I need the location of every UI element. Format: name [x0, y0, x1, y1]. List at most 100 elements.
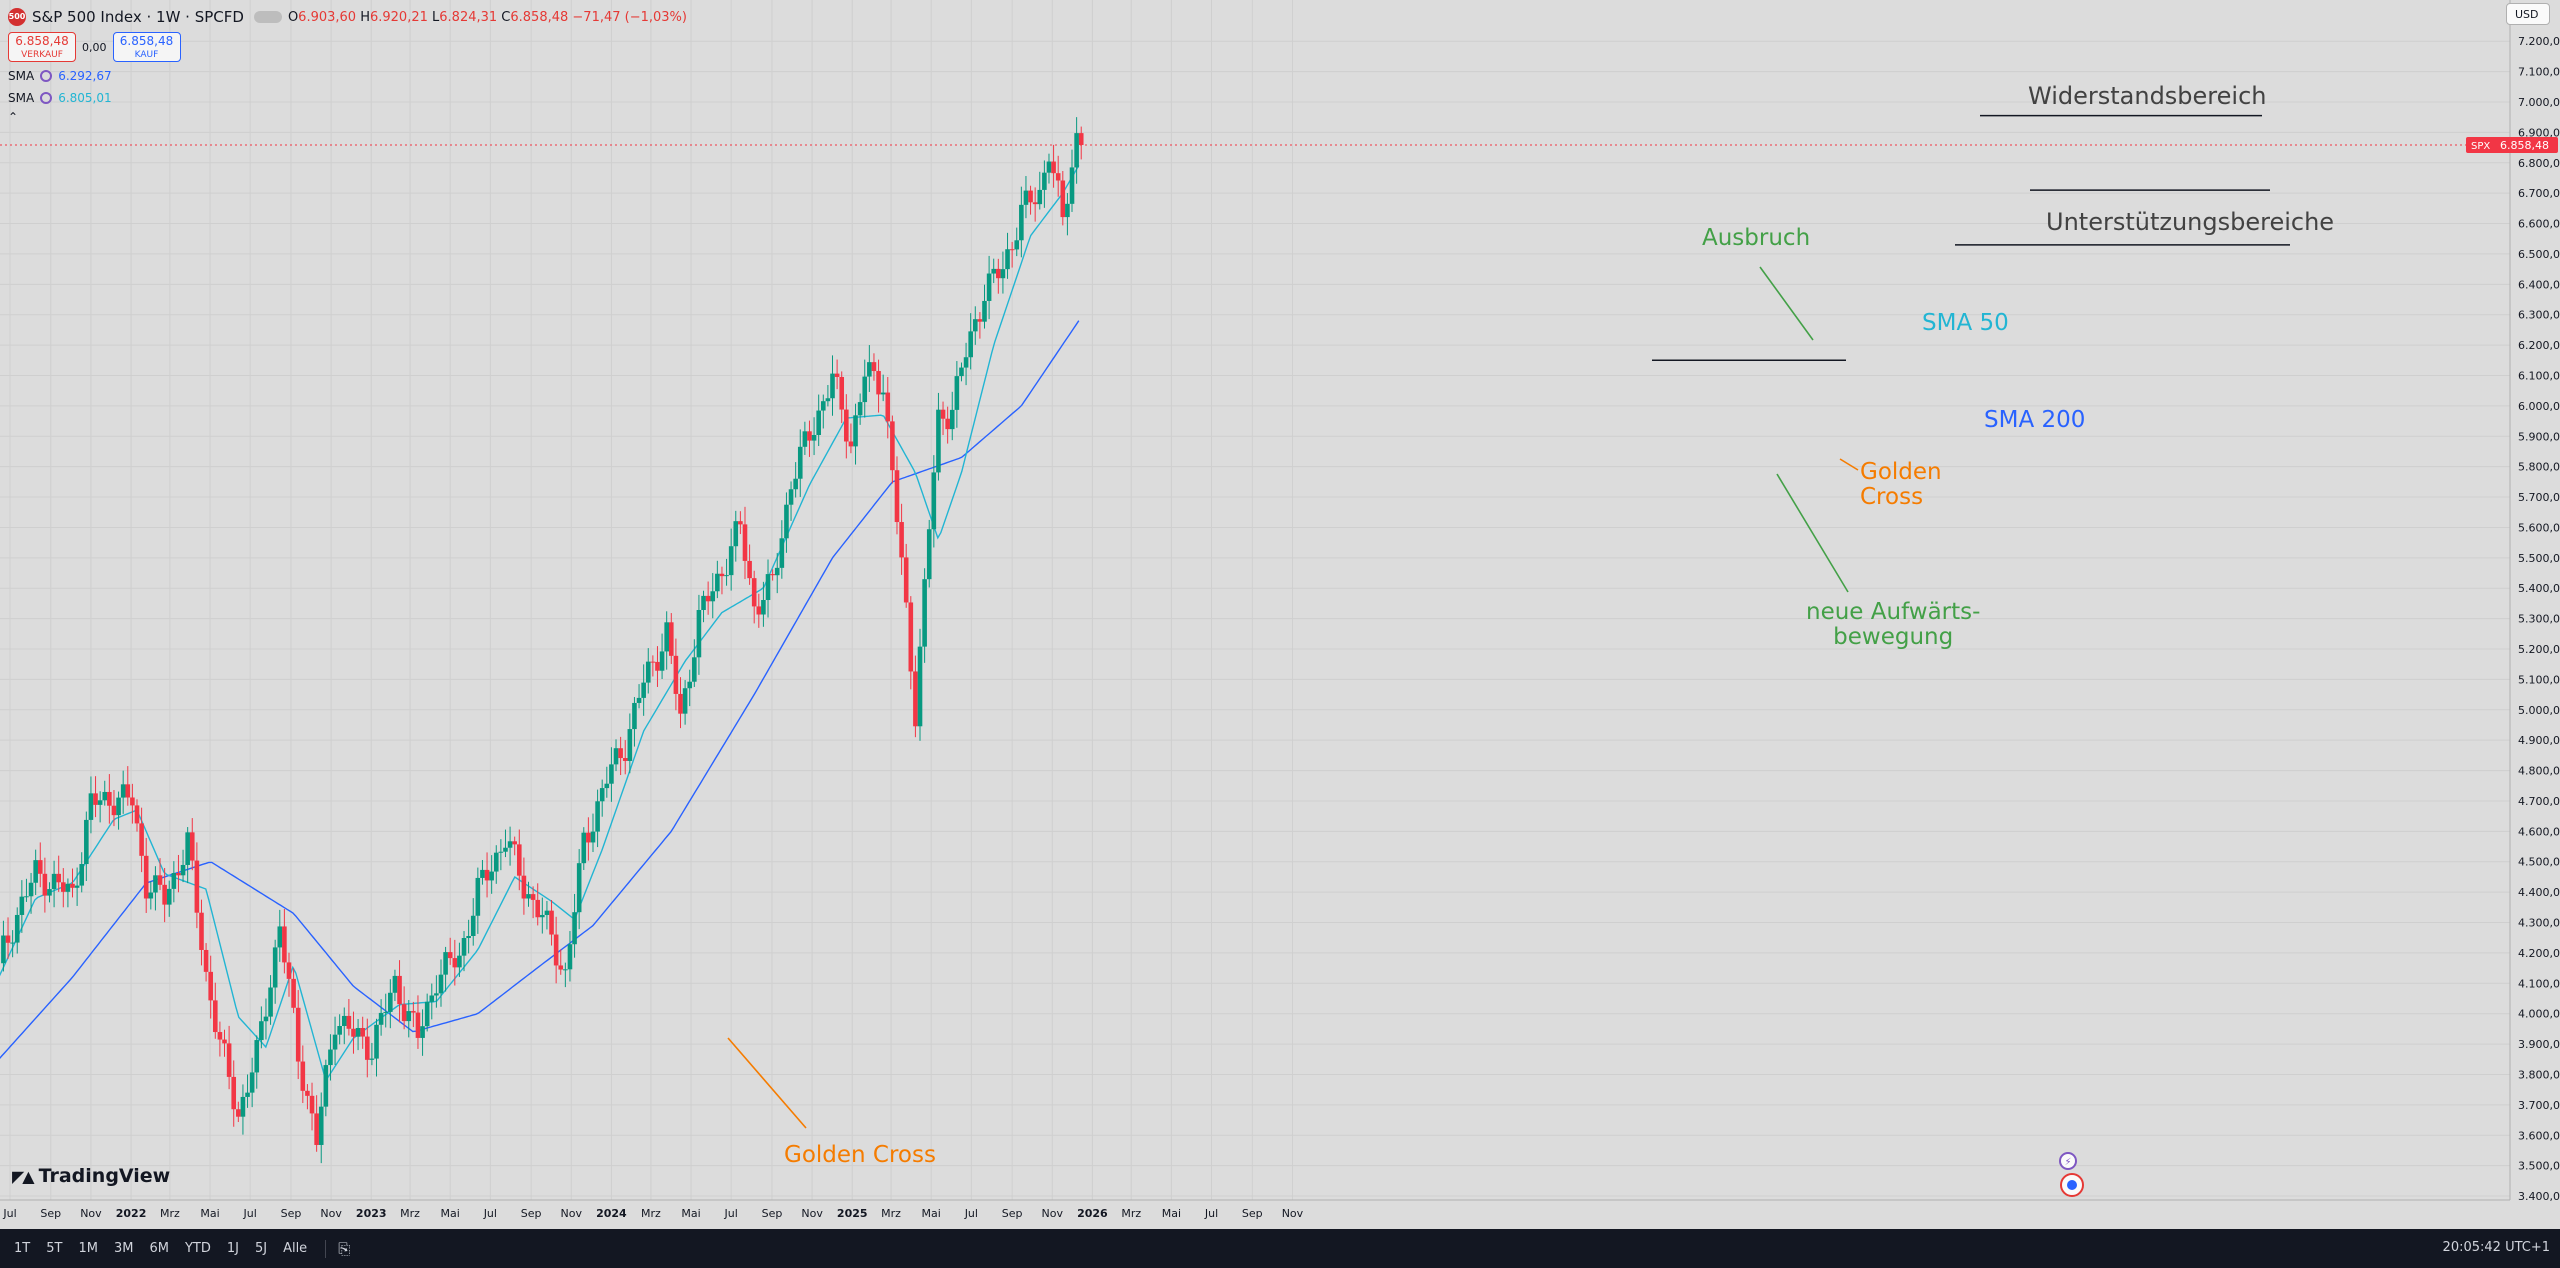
candle-body — [940, 409, 946, 419]
candle-body — [982, 300, 987, 322]
candle-body — [696, 610, 702, 658]
annotation-sma200: SMA 200 — [1984, 407, 2086, 433]
candle-body — [972, 319, 978, 332]
annotation-golden-cross-2025: Golden Cross — [1860, 459, 1942, 510]
indicator-settings-icon[interactable] — [40, 70, 53, 82]
time-tick-label: Jul — [1204, 1207, 1218, 1220]
candle-body — [461, 938, 467, 956]
sma-fast-legend[interactable]: SMA 6.805,01 — [8, 90, 687, 106]
indicator-settings-icon[interactable] — [40, 92, 53, 104]
candle-body — [1009, 249, 1015, 251]
candle-body — [1037, 189, 1043, 205]
time-tick-label: Sep — [521, 1207, 542, 1220]
sell-button[interactable]: 6.858,48 VERKAUF — [8, 32, 76, 62]
candle-body — [236, 1109, 241, 1117]
candle-body — [733, 521, 739, 547]
candle-body — [19, 896, 25, 915]
price-tag-value: 6.858,48 — [2500, 139, 2549, 152]
candle-body — [180, 864, 186, 876]
candle-body — [526, 894, 531, 899]
price-tick-label: 3.700,00 — [2518, 1099, 2560, 1112]
candle-body — [609, 764, 614, 784]
currency-select[interactable]: USD — [2506, 3, 2550, 25]
candle-body — [632, 702, 637, 730]
chevron-up-icon[interactable]: ⌃ — [8, 110, 19, 124]
candle-body — [153, 875, 158, 893]
lightning-icon[interactable] — [2059, 1152, 2077, 1170]
price-tick-label: 3.400,00 — [2518, 1190, 2560, 1203]
range-button-1m[interactable]: 1M — [78, 1241, 98, 1256]
candle-body — [5, 935, 11, 943]
candle-body — [222, 1039, 227, 1044]
range-button-all[interactable]: Alle — [283, 1241, 308, 1256]
candle-body — [1014, 240, 1020, 250]
symbol-title[interactable]: S&P 500 Index · 1W · SPCFD — [32, 8, 244, 26]
sma-slow-value: 6.292,67 — [58, 69, 112, 83]
lightning-glyph: ⚡ — [2064, 1157, 2071, 1168]
candle-body — [558, 965, 564, 970]
candle-body — [844, 409, 849, 442]
candle-body — [406, 1011, 412, 1022]
candle-body — [107, 791, 112, 806]
candle-body — [540, 914, 545, 918]
range-button-5y[interactable]: 5J — [254, 1241, 268, 1256]
candle-body — [774, 567, 780, 576]
time-tick-label: Sep — [762, 1207, 783, 1220]
range-button-1y[interactable]: 1J — [226, 1241, 239, 1256]
range-button-ytd[interactable]: YTD — [184, 1241, 211, 1256]
candle-body — [282, 926, 287, 963]
candle-body — [337, 1026, 342, 1035]
candle-body — [466, 935, 471, 939]
range-buttons: 1T 5T 1M 3M 6M YTD 1J 5J Alle — [0, 1241, 315, 1256]
range-button-6m[interactable]: 6M — [149, 1241, 169, 1256]
candle-body — [673, 655, 679, 694]
chart-canvas[interactable]: 7.200,00 7.100,00 7.000,00 6.900,00 6.800,00… — [0, 0, 2560, 1229]
candle-body — [171, 873, 177, 889]
buy-button[interactable]: 6.858,48 KAUF — [112, 32, 181, 62]
candle-body — [903, 557, 909, 603]
candle-body — [355, 1027, 361, 1037]
candle-body — [880, 392, 886, 395]
candle-body — [724, 575, 729, 577]
candle-body — [834, 373, 840, 377]
candle-body — [761, 600, 766, 615]
time-tick-label: Mrz — [881, 1207, 901, 1220]
candle-body — [397, 975, 402, 1005]
sma-slow-legend[interactable]: SMA 6.292,67 — [8, 68, 687, 84]
candle-body — [24, 896, 29, 898]
toggle-pill[interactable] — [253, 11, 282, 23]
tradingview-mark-icon: ◤▲ — [12, 1166, 35, 1186]
time-tick-label: Mrz — [160, 1207, 180, 1220]
candle-body — [857, 402, 863, 416]
candle-body — [908, 602, 914, 672]
range-button-1d[interactable]: 1T — [14, 1241, 31, 1256]
price-tick-label: 6.300,00 — [2518, 309, 2560, 322]
chart-legend: 500 S&P 500 Index · 1W · SPCFD O6.903,60… — [8, 6, 687, 124]
candle-body — [272, 947, 278, 988]
candle-body — [641, 682, 646, 698]
time-tick-label: Mai — [681, 1207, 700, 1220]
candle-body — [1032, 202, 1038, 205]
price-tick-label: 4.900,00 — [2518, 734, 2560, 747]
candle-body — [544, 910, 550, 915]
candle-body — [784, 504, 789, 539]
candle-body — [351, 1028, 356, 1037]
candle-body — [747, 560, 752, 579]
tradingview-logo: ◤▲ TradingView — [12, 1165, 170, 1187]
price-tick-label: 4.600,00 — [2518, 825, 2560, 838]
candle-body — [74, 885, 80, 888]
calendar-range-icon[interactable]: ⎘ — [325, 1239, 350, 1258]
candle-body — [259, 1021, 264, 1041]
range-button-5d[interactable]: 5T — [46, 1241, 63, 1256]
price-tick-label: 3.900,00 — [2518, 1038, 2560, 1051]
candle-body — [424, 1001, 430, 1027]
candle-body — [60, 882, 66, 892]
candle-body — [176, 873, 181, 876]
price-tick-label: 6.000,00 — [2518, 400, 2560, 413]
candle-body — [622, 758, 628, 761]
range-button-3m[interactable]: 3M — [113, 1241, 134, 1256]
candle-body — [664, 622, 669, 652]
time-tick-label: Nov — [1282, 1207, 1304, 1220]
candle-body — [613, 748, 619, 765]
symbol-badge[interactable]: 500 — [8, 8, 26, 26]
